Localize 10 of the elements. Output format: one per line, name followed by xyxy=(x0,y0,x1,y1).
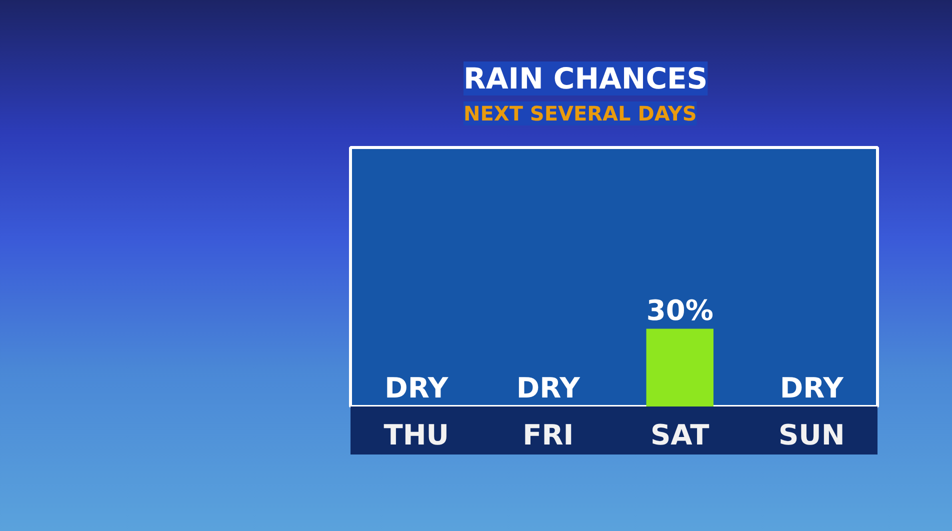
x-tick-label: SUN xyxy=(778,418,845,452)
data-label: DRY xyxy=(384,372,449,404)
data-label: DRY xyxy=(516,372,581,404)
data-label: 30% xyxy=(646,294,714,327)
chart-subtitle: NEXT SEVERAL DAYS xyxy=(464,102,697,126)
x-tick-label: SAT xyxy=(650,418,710,452)
x-tick-label: FRI xyxy=(522,418,574,452)
data-label: DRY xyxy=(780,372,844,404)
chart-title: RAIN CHANCES xyxy=(464,62,708,96)
x-tick-label: THU xyxy=(384,418,450,452)
